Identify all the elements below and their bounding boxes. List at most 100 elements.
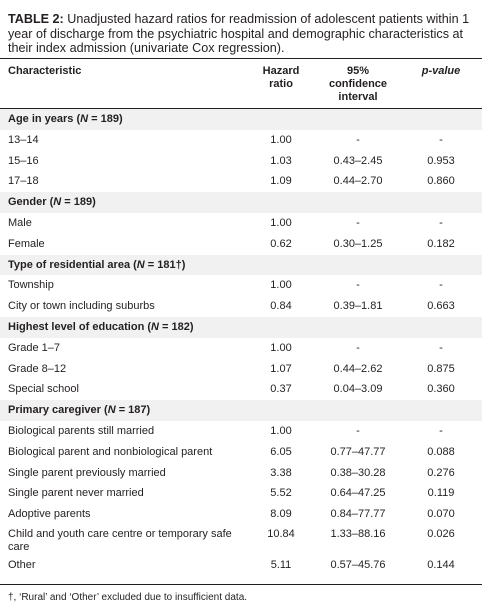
hazard-ratio-cell: 5.52 <box>270 487 292 500</box>
hazard-ratio-cell: 0.84 <box>270 300 292 313</box>
table-row: 17–18 1.09 0.44–2.70 0.860 <box>0 171 482 192</box>
confidence-interval-cell: 0.38–30.28 <box>330 466 386 479</box>
row-label: 17–18 <box>8 175 39 188</box>
header-hazard-ratio-line2: ratio <box>269 78 293 90</box>
hazard-ratio-cell: 8.09 <box>270 508 292 521</box>
confidence-interval-cell: 0.57–45.76 <box>330 558 386 571</box>
confidence-interval-cell: - <box>356 133 360 146</box>
hazard-ratio-cell: 1.00 <box>270 341 292 354</box>
table-body: Age in years (N = 189) 13–14 1.00 - - 15–16 1.… <box>0 109 482 576</box>
p-value-cell: 0.663 <box>427 300 455 313</box>
table-row: 15–16 1.03 0.43–2.45 0.953 <box>0 151 482 172</box>
group-label: Primary caregiver (N = 187) <box>8 404 151 417</box>
confidence-interval-cell: 0.77–47.77 <box>330 445 386 458</box>
table-caption: TABLE 2: Unadjusted hazard ratios for re… <box>8 12 476 56</box>
confidence-interval-cell: 0.44–2.70 <box>333 175 383 188</box>
header-rule <box>0 108 482 109</box>
hazard-ratio-cell: 1.09 <box>270 175 292 188</box>
header-hazard-ratio: Hazard ratio <box>256 65 306 91</box>
table-row: Grade 8–12 1.07 0.44–2.62 0.875 <box>0 359 482 380</box>
group-row: Type of residential area (N = 181†) <box>0 254 482 276</box>
confidence-interval-cell: 0.39–1.81 <box>333 300 383 313</box>
p-value-cell: - <box>439 133 443 146</box>
p-value-cell: 0.182 <box>427 237 455 250</box>
row-label: 15–16 <box>8 154 39 167</box>
p-value-cell: 0.026 <box>427 527 455 540</box>
table-row: Adoptive parents 8.09 0.84–77.77 0.070 <box>0 504 482 525</box>
hazard-ratio-cell: 1.00 <box>270 279 292 292</box>
group-row: Gender (N = 189) <box>0 192 482 213</box>
header-p-value: p-value <box>421 65 461 77</box>
table-header: Characteristic Hazard ratio 95% confiden… <box>0 59 482 108</box>
confidence-interval-cell: 0.43–2.45 <box>333 154 383 167</box>
table-row: Male 1.00 - - <box>0 213 482 234</box>
p-value-cell: - <box>439 216 443 229</box>
top-rule <box>0 58 482 59</box>
p-value-cell: 0.144 <box>427 558 455 571</box>
p-value-cell: 0.953 <box>427 154 455 167</box>
confidence-interval-cell: 1.33–88.16 <box>330 527 386 540</box>
row-label: Single parent never married <box>8 487 144 500</box>
p-value-cell: - <box>439 341 443 354</box>
hazard-ratio-cell: 0.37 <box>270 383 292 396</box>
confidence-interval-cell: - <box>356 341 360 354</box>
p-value-cell: 0.070 <box>427 508 455 521</box>
p-value-cell: 0.088 <box>427 445 455 458</box>
confidence-interval-cell: 0.04–3.09 <box>333 383 383 396</box>
header-characteristic: Characteristic <box>8 65 82 77</box>
row-label: Biological parent and nonbiological pare… <box>8 445 213 458</box>
group-label: Highest level of education (N = 182) <box>8 320 194 333</box>
hazard-ratio-cell: 5.11 <box>270 558 292 571</box>
p-value-cell: 0.860 <box>427 175 455 188</box>
table-row: City or town including suburbs 0.84 0.39–1… <box>0 296 482 317</box>
header-hazard-ratio-line1: Hazard <box>262 65 300 77</box>
row-label: Male <box>8 216 32 229</box>
p-value-cell: 0.875 <box>427 362 455 375</box>
table-row: Child and youth care centre or temporary… <box>0 525 482 555</box>
row-label: Special school <box>8 383 79 396</box>
row-label: Grade 1–7 <box>8 341 60 354</box>
hazard-ratio-cell: 1.00 <box>270 216 292 229</box>
row-label: Township <box>8 279 54 292</box>
row-label: Grade 8–12 <box>8 362 67 375</box>
header-confidence-interval: 95% confidence interval <box>314 65 402 104</box>
p-value-cell: 0.360 <box>427 383 455 396</box>
row-label: Female <box>8 237 45 250</box>
confidence-interval-cell: - <box>356 279 360 292</box>
row-label: Biological parents still married <box>8 424 155 437</box>
hazard-ratio-cell: 10.84 <box>267 527 295 540</box>
table-row: Grade 1–7 1.00 - - <box>0 338 482 359</box>
row-label: Other <box>8 558 36 571</box>
confidence-interval-cell: - <box>356 424 360 437</box>
hazard-ratio-cell: 3.38 <box>270 466 292 479</box>
group-row: Highest level of education (N = 182) <box>0 316 482 338</box>
group-label: Gender (N = 189) <box>8 196 96 209</box>
bottom-rule <box>0 584 482 585</box>
header-ci-line1: 95% <box>346 65 370 77</box>
p-value-cell: 0.119 <box>427 487 455 500</box>
p-value-cell: - <box>439 279 443 292</box>
header-ci-line2: confidence <box>328 78 388 90</box>
table-caption-lead: TABLE 2: <box>8 12 64 26</box>
confidence-interval-cell: 0.30–1.25 <box>333 237 383 250</box>
row-label: 13–14 <box>8 133 39 146</box>
table-row: Single parent never married 5.52 0.64–47.2… <box>0 483 482 504</box>
table-caption-text: Unadjusted hazard ratios for readmission… <box>8 12 470 56</box>
p-value-cell: 0.276 <box>427 466 455 479</box>
hazard-ratio-cell: 0.62 <box>270 237 292 250</box>
table-row: Township 1.00 - - <box>0 275 482 296</box>
group-row: Age in years (N = 189) <box>0 109 482 130</box>
hazard-ratio-cell: 1.03 <box>270 154 292 167</box>
table-footnote: †, ‘Rural’ and ‘Other’ excluded due to i… <box>8 592 248 603</box>
row-label: City or town including suburbs <box>8 300 155 313</box>
table-row: Other 5.11 0.57–45.76 0.144 <box>0 555 482 576</box>
table-row: Female 0.62 0.30–1.25 0.182 <box>0 234 482 255</box>
row-label: Single parent previously married <box>8 466 166 479</box>
group-label: Age in years (N = 189) <box>8 113 123 125</box>
table-row: Biological parent and nonbiological pare… <box>0 442 482 463</box>
header-ci-line3: interval <box>338 91 378 103</box>
hazard-ratio-cell: 1.07 <box>270 362 292 375</box>
confidence-interval-cell: 0.44–2.62 <box>333 362 383 375</box>
table-row: Single parent previously married 3.38 0.38… <box>0 463 482 484</box>
